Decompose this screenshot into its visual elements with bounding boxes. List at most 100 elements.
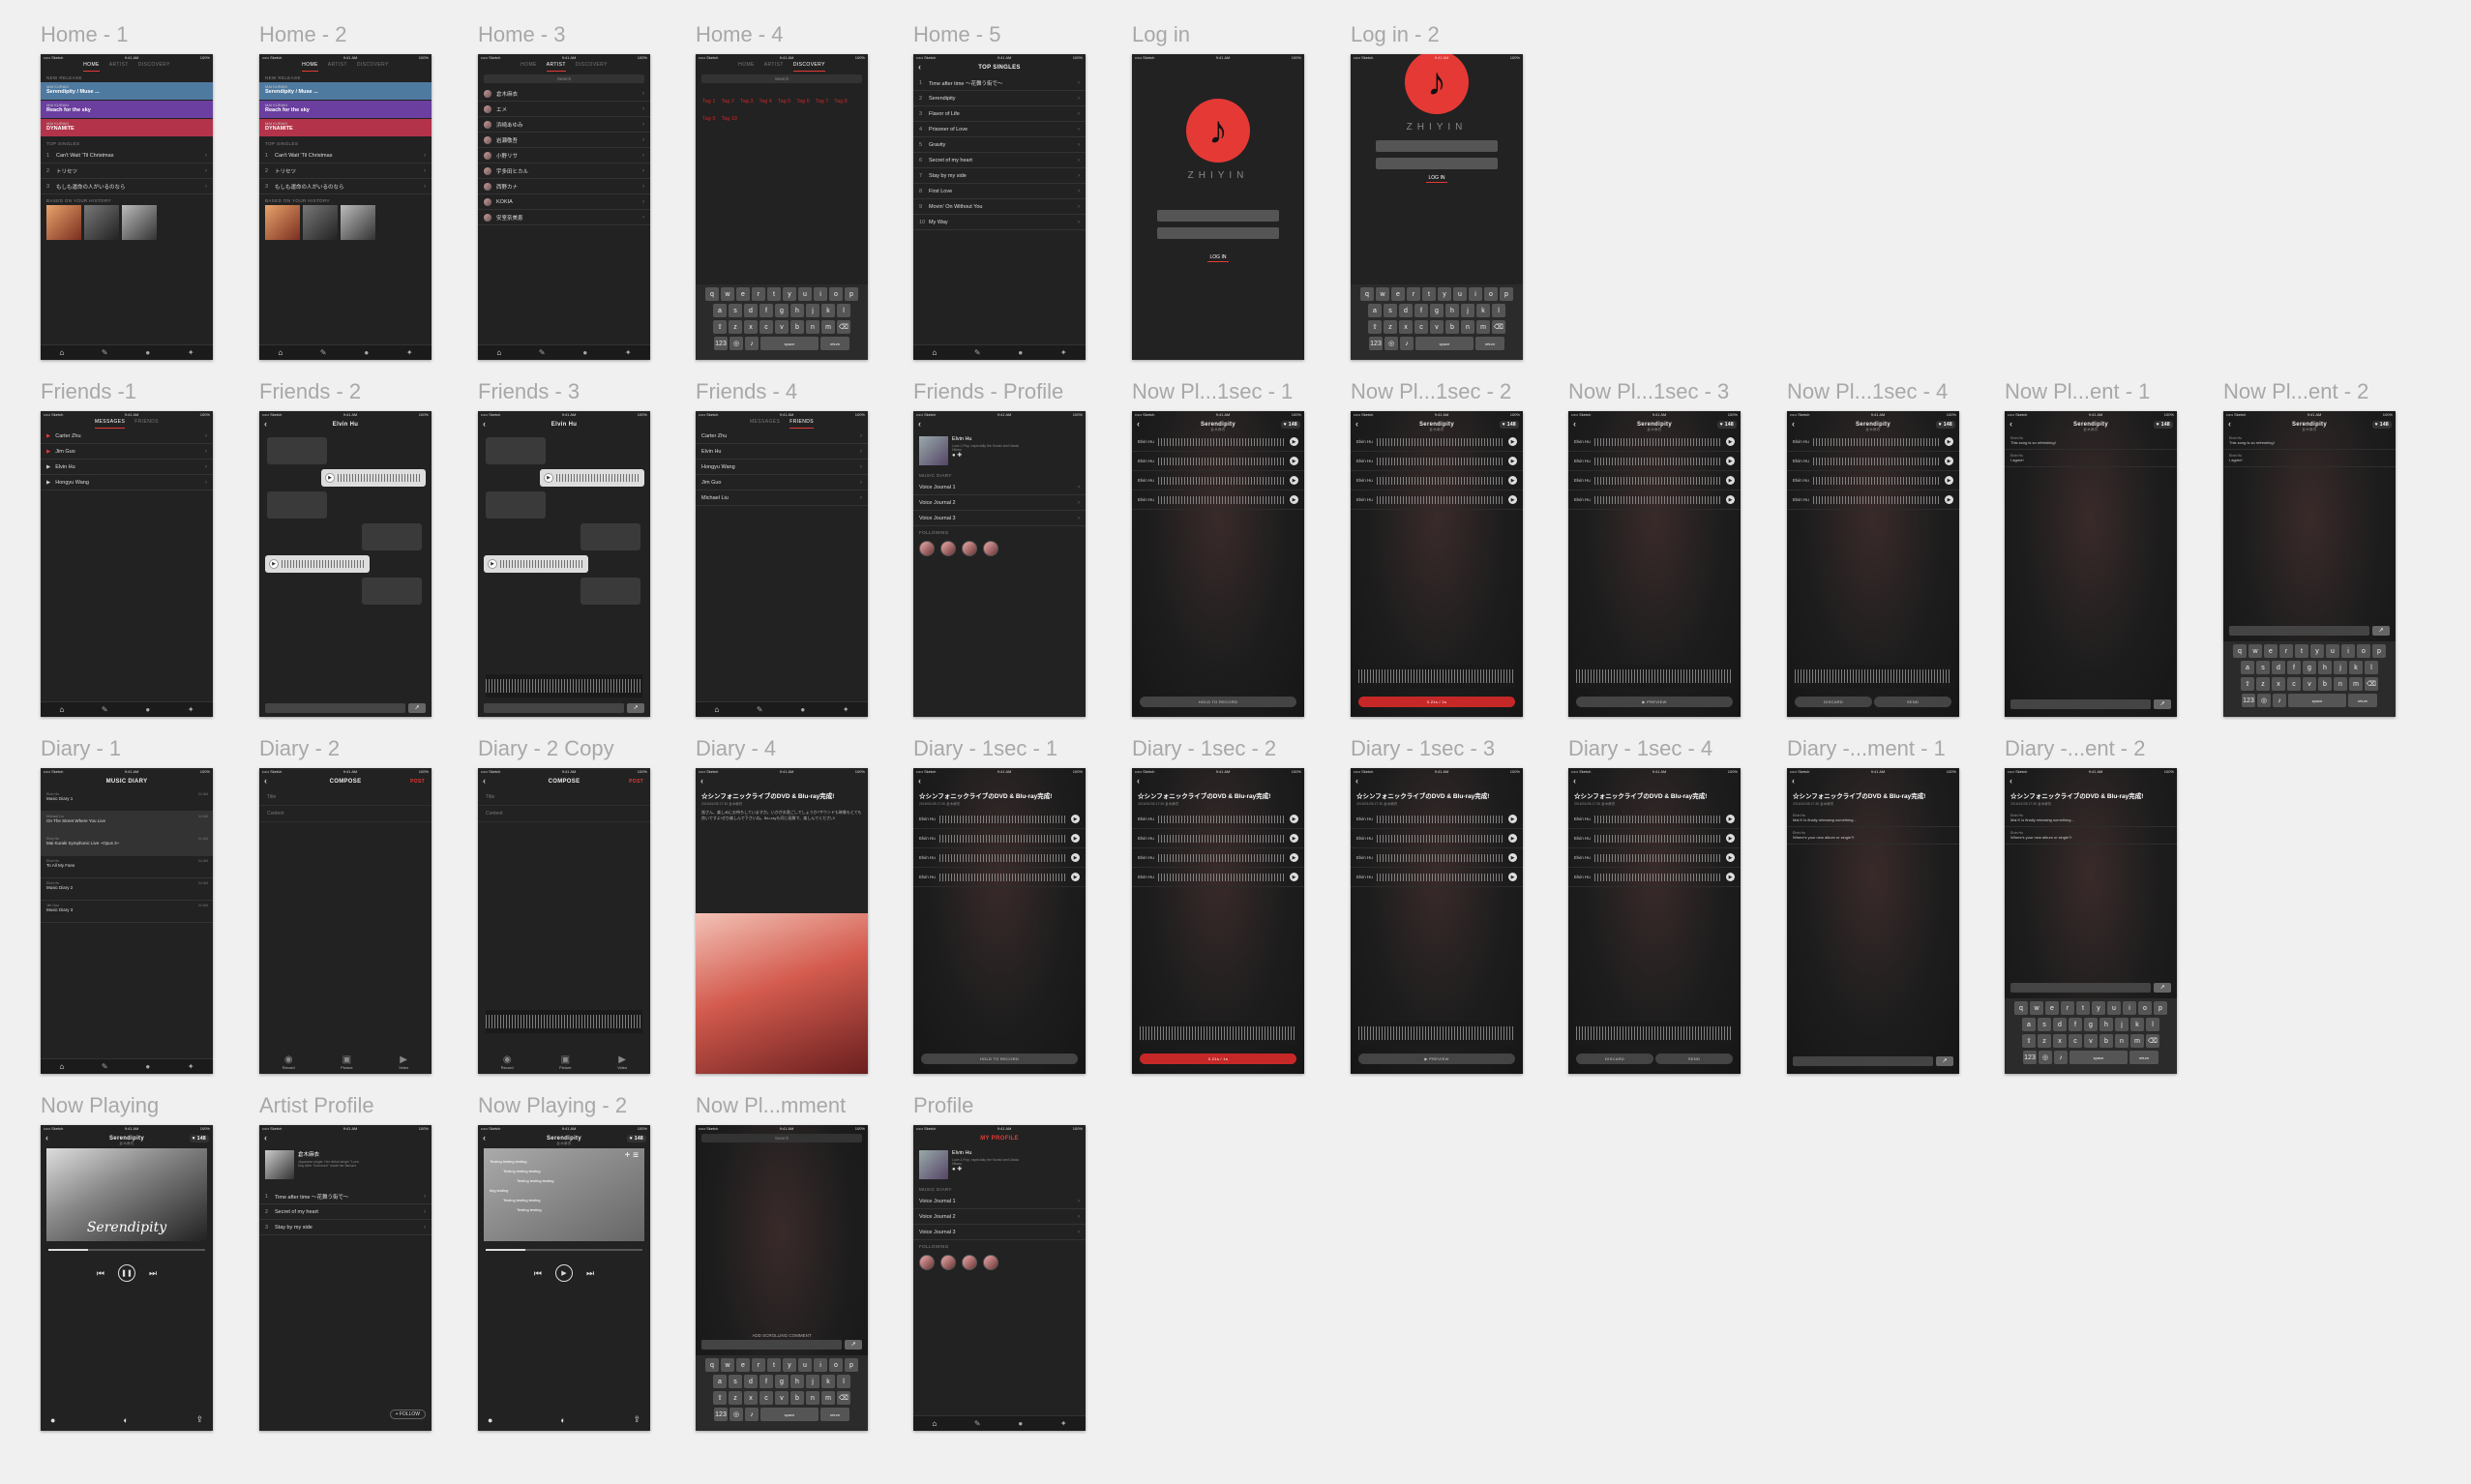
- tag-chip[interactable]: Tag 4: [759, 99, 772, 104]
- key[interactable]: i: [2341, 644, 2355, 658]
- key[interactable]: m: [2349, 677, 2363, 691]
- artist-row[interactable]: 安室奈美恵 ›: [478, 210, 650, 225]
- key[interactable]: d: [1399, 304, 1413, 317]
- key[interactable]: z: [2038, 1034, 2051, 1048]
- key[interactable]: f: [2287, 661, 2301, 674]
- play-icon[interactable]: ▶: [1508, 815, 1517, 823]
- send-icon[interactable]: ↗: [2372, 626, 2390, 636]
- key[interactable]: g: [775, 304, 789, 317]
- diary-icon[interactable]: ✎: [101, 705, 108, 714]
- voice-message[interactable]: ▶: [484, 555, 588, 573]
- single-row[interactable]: 3 もしも運命の人がいるのなら ›: [259, 179, 432, 194]
- key[interactable]: v: [1430, 320, 1444, 334]
- back-icon[interactable]: ‹: [483, 419, 487, 429]
- single-row[interactable]: 4 Prisoner of Love ›: [913, 122, 1086, 137]
- voice-comment-row[interactable]: Elvin Hu ▶: [1132, 848, 1304, 868]
- artboard-label[interactable]: Now Pl...1sec - 1: [1132, 379, 1294, 403]
- space-key[interactable]: space: [1415, 337, 1474, 350]
- key[interactable]: h: [790, 1375, 804, 1388]
- play-icon[interactable]: ▶: [1945, 457, 1953, 465]
- num-key[interactable]: 123: [2023, 1051, 2037, 1064]
- nav-action[interactable]: [203, 781, 209, 783]
- artboard-label[interactable]: Diary - 1sec - 3: [1351, 736, 1496, 760]
- key[interactable]: b: [790, 320, 804, 334]
- key[interactable]: f: [1414, 304, 1428, 317]
- avatar[interactable]: [919, 541, 935, 556]
- play-icon[interactable]: ▶: [1290, 476, 1298, 485]
- key[interactable]: z: [729, 1391, 742, 1405]
- artboard-label[interactable]: Diary - 1sec - 4: [1568, 736, 1713, 760]
- comment-icon[interactable]: ●: [488, 1414, 493, 1425]
- avatar[interactable]: [962, 541, 977, 556]
- artist-row[interactable]: 西野カナ ›: [478, 179, 650, 194]
- play-icon[interactable]: ▶: [1726, 873, 1735, 881]
- back-icon[interactable]: ‹: [1792, 776, 1796, 786]
- key[interactable]: f: [759, 304, 773, 317]
- key[interactable]: j: [806, 1375, 819, 1388]
- key[interactable]: x: [2272, 677, 2285, 691]
- nav-action[interactable]: POST: [410, 779, 425, 785]
- artist-row[interactable]: 小野リサ ›: [478, 148, 650, 163]
- key[interactable]: t: [1422, 287, 1436, 301]
- previous-icon[interactable]: ⏮: [533, 1267, 542, 1278]
- friend-row[interactable]: Jim Guo ›: [696, 475, 868, 490]
- play-icon[interactable]: ▶: [1290, 834, 1298, 843]
- diary-entry[interactable]: Elvin Hu Mai Kuraki Symphonic Live ~Opus …: [41, 834, 213, 856]
- artboard-login[interactable]: Log in ••••• Sketch 9:41 AM 100% ♪ ZHIYIN LOG…: [1132, 21, 1304, 360]
- next-icon[interactable]: ⏭: [586, 1267, 595, 1278]
- back-icon[interactable]: ‹: [1355, 776, 1359, 786]
- picture-button[interactable]: ▣ Picture: [341, 1054, 352, 1070]
- user-icon[interactable]: ●: [1018, 348, 1024, 357]
- key[interactable]: c: [2069, 1034, 2082, 1048]
- voice-comment-row[interactable]: Elvin Hu ▶: [1351, 452, 1523, 471]
- key[interactable]: y: [1438, 287, 1451, 301]
- artist-row[interactable]: エメ ›: [478, 102, 650, 117]
- journal-row[interactable]: Voice Journal 2 ›: [913, 495, 1086, 511]
- settings-icon[interactable]: ✦: [187, 348, 194, 357]
- key[interactable]: y: [2310, 644, 2324, 658]
- voice-comment-row[interactable]: Elvin Hu ▶: [1132, 452, 1304, 471]
- globe-key[interactable]: ◎: [2039, 1051, 2052, 1064]
- search-input[interactable]: Search: [701, 1134, 862, 1143]
- send-icon[interactable]: ↗: [2154, 983, 2171, 993]
- key[interactable]: q: [705, 287, 719, 301]
- key[interactable]: p: [2154, 1001, 2167, 1015]
- key[interactable]: e: [1391, 287, 1405, 301]
- key[interactable]: s: [2038, 1018, 2051, 1031]
- danmaku-icon[interactable]: ◐: [560, 1414, 566, 1425]
- key[interactable]: e: [736, 287, 750, 301]
- play-icon[interactable]: ▶: [1290, 437, 1298, 446]
- artboard-np-rec-3[interactable]: Now Pl...1sec - 3 ••••• Sketch 9:41 AM 100…: [1568, 378, 1741, 717]
- voice-comment-row[interactable]: Elvin Hu ▶: [913, 848, 1086, 868]
- key[interactable]: k: [2130, 1018, 2144, 1031]
- artboard-label[interactable]: Diary -...ent - 2: [2005, 736, 2146, 760]
- home-icon[interactable]: ⌂: [59, 348, 65, 357]
- key[interactable]: i: [2123, 1001, 2136, 1015]
- follow-button[interactable]: + FOLLOW: [389, 1410, 426, 1419]
- tab-home-1[interactable]: ARTIST: [327, 62, 347, 68]
- play-icon[interactable]: ▶: [1290, 873, 1298, 881]
- back-icon[interactable]: ‹: [264, 776, 268, 786]
- journal-row[interactable]: Voice Journal 2 ›: [913, 1209, 1086, 1225]
- voice-comment-row[interactable]: Elvin Hu ▶: [913, 829, 1086, 848]
- key[interactable]: c: [759, 320, 773, 334]
- key[interactable]: m: [821, 320, 835, 334]
- play-icon[interactable]: ▶: [1508, 457, 1517, 465]
- back-icon[interactable]: ‹: [2228, 419, 2232, 429]
- progress-bar[interactable]: [48, 1249, 205, 1251]
- key[interactable]: j: [2115, 1018, 2129, 1031]
- back-icon[interactable]: ‹: [2010, 419, 2013, 429]
- next-icon[interactable]: ⏭: [149, 1267, 158, 1278]
- artboard-label[interactable]: Diary -...ment - 1: [1787, 736, 1946, 760]
- tab-home-2[interactable]: DISCOVERY: [137, 62, 170, 68]
- diary-entry[interactable]: Elvin Hu Music Diary 1 04 AM: [41, 789, 213, 812]
- key[interactable]: a: [2241, 661, 2254, 674]
- nav-action[interactable]: ♥ 148: [1499, 421, 1519, 429]
- content-field[interactable]: Content: [478, 806, 650, 822]
- key[interactable]: w: [721, 287, 734, 301]
- play-icon[interactable]: ▶: [1945, 495, 1953, 504]
- diary-icon[interactable]: ✎: [101, 348, 108, 357]
- song-row[interactable]: 2 Secret of my heart ›: [259, 1204, 432, 1220]
- back-icon[interactable]: ‹: [264, 419, 268, 429]
- single-row[interactable]: 5 Gravity ›: [913, 137, 1086, 153]
